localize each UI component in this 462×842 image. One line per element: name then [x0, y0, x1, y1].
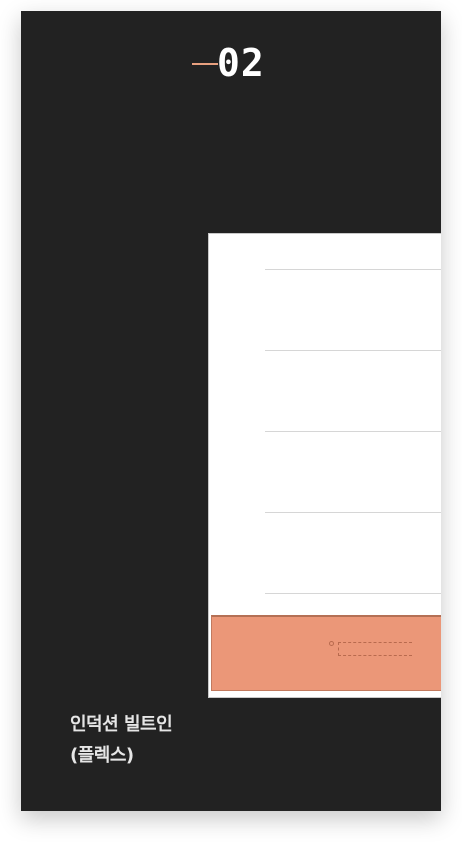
- product-name-line2: (플렉스): [70, 745, 134, 766]
- power-indicator-icon: [329, 641, 334, 646]
- product-name-line1: 인덕션 빌트인: [70, 714, 173, 735]
- cabinet-shelf-line: [265, 350, 441, 351]
- control-panel-outline: [338, 642, 412, 656]
- cabinet-shelf-line: [265, 593, 441, 594]
- step-card: 02 인덕션 빌트인 (플렉스): [21, 11, 441, 811]
- product-name: 인덕션 빌트인 (플렉스): [70, 709, 173, 771]
- induction-cooktop: [211, 615, 441, 691]
- cabinet-shelf-line: [265, 269, 441, 270]
- built-in-induction-illustration: [208, 233, 441, 698]
- step-number: 02: [217, 41, 265, 85]
- cabinet-shelf-line: [265, 431, 441, 432]
- step-accent-line: [192, 63, 218, 65]
- cabinet-shelf-line: [265, 512, 441, 513]
